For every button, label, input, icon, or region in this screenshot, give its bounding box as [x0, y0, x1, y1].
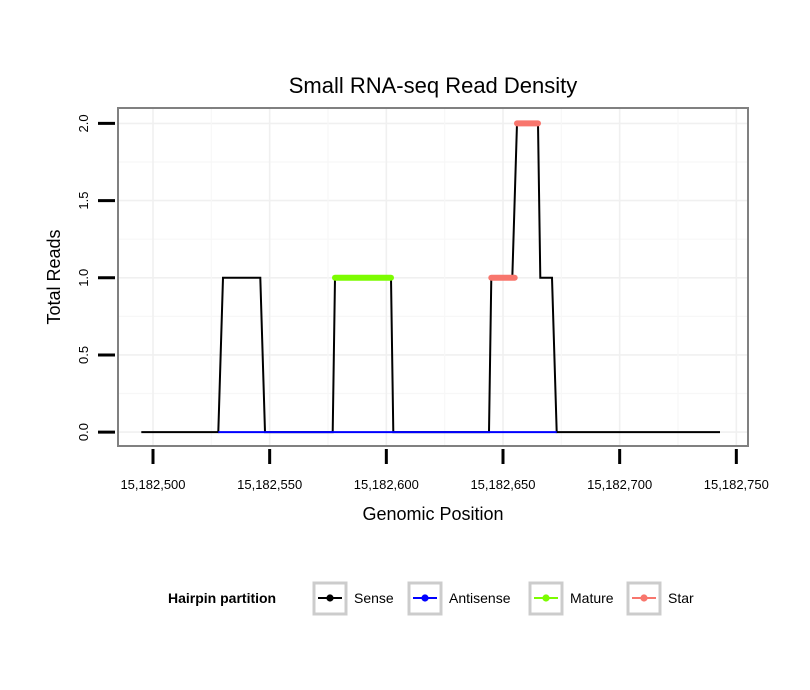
- legend-label: Sense: [354, 590, 394, 606]
- legend-key-dot: [421, 594, 429, 602]
- legend-item-star: Star: [626, 581, 694, 616]
- y-tick-label: 1.0: [76, 269, 91, 287]
- x-tick-label: 15,182,650: [470, 477, 535, 492]
- legend-label: Star: [668, 590, 694, 606]
- legend-title: Hairpin partition: [168, 590, 276, 606]
- x-tick-label: 15,182,550: [237, 477, 302, 492]
- chart-title: Small RNA-seq Read Density: [289, 73, 578, 98]
- legend-label: Antisense: [449, 590, 511, 606]
- legend: Hairpin partition Sense Antisense Mature Sta…: [168, 581, 694, 616]
- plot-layer: 15,182,500 15,182,550 15,182,600 15,182,650…: [76, 107, 769, 492]
- series-star: [488, 120, 541, 281]
- legend-item-mature: Mature: [528, 581, 614, 616]
- legend-item-antisense: Antisense: [407, 581, 511, 616]
- y-tick-label: 0.0: [76, 423, 91, 441]
- y-tick-label: 0.5: [76, 346, 91, 364]
- y-axis-title: Total Reads: [44, 229, 64, 324]
- legend-key-dot: [640, 594, 648, 602]
- legend-item-sense: Sense: [312, 581, 394, 616]
- x-tick-label: 15,182,700: [587, 477, 652, 492]
- y-tick-label: 1.5: [76, 192, 91, 210]
- legend-key-dot: [542, 594, 550, 602]
- x-tick-label: 15,182,500: [120, 477, 185, 492]
- legend-label: Mature: [570, 590, 614, 606]
- panel-border: [117, 107, 749, 447]
- x-tick-label: 15,182,750: [704, 477, 769, 492]
- grid: [118, 108, 748, 446]
- x-tick-label: 15,182,600: [354, 477, 419, 492]
- y-tick-label: 2.0: [76, 114, 91, 132]
- x-axis-title: Genomic Position: [362, 504, 503, 524]
- legend-key-dot: [326, 594, 334, 602]
